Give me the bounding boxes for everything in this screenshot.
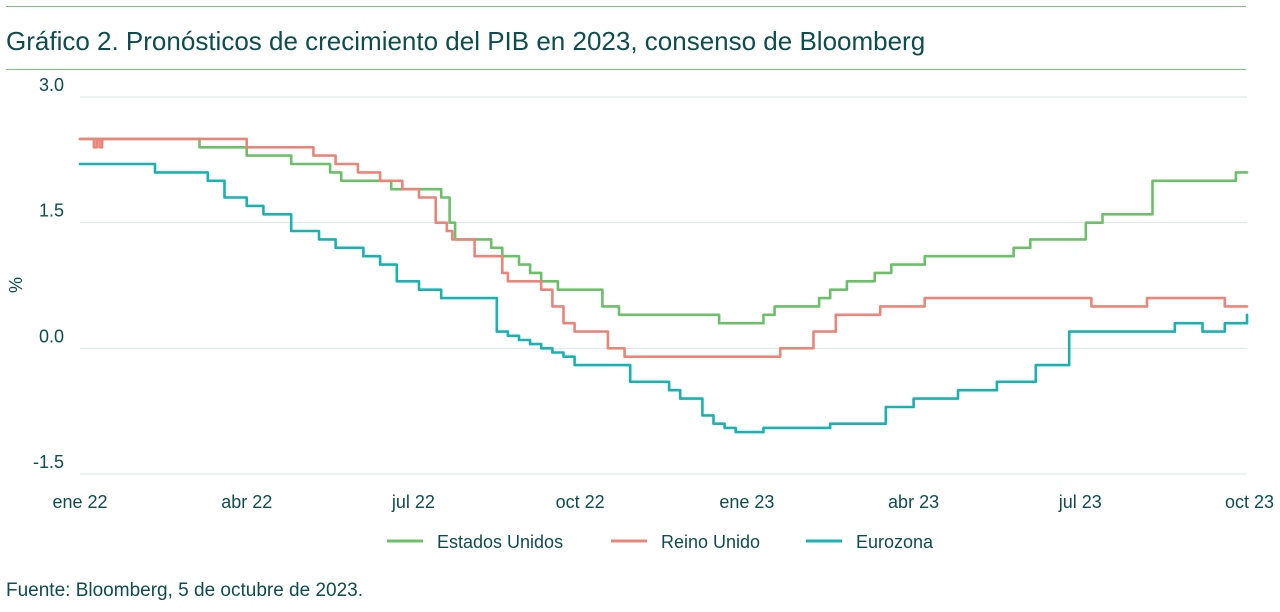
line-chart: 3.01.50.0-1.5 ene 22 abr 22 jul 22 oct 22 en…	[6, 75, 1274, 552]
series-line-reino-unido	[78, 137, 1249, 358]
x-tick-label: jul 23	[1058, 492, 1102, 512]
title-underline	[6, 69, 1246, 70]
x-tick-label: abr 22	[221, 492, 272, 512]
y-axis-label: %	[6, 277, 26, 293]
series-lines	[78, 137, 1249, 434]
grid-lines	[80, 96, 1247, 475]
legend-label-eurozona: Eurozona	[856, 532, 934, 552]
legend-label-reino-unido: Reino Unido	[661, 532, 760, 552]
y-tick-label: -1.5	[33, 452, 64, 472]
x-axis: ene 22 abr 22 jul 22 oct 22 ene 23 abr 23 jul …	[52, 492, 1274, 512]
source-note: Fuente: Bloomberg, 5 de octubre de 2023.	[6, 580, 364, 601]
y-axis: 3.0 1.5 0.0 -1.5	[33, 75, 64, 472]
legend: Estados Unidos Reino Unido Eurozona	[387, 532, 934, 552]
y-tick-label: 0.0	[39, 326, 64, 346]
series-line-estados-unidos	[78, 137, 1249, 325]
chart-title: Gráfico 2. Pronósticos de crecimiento de…	[6, 26, 926, 56]
y-tick-label: 1.5	[39, 201, 64, 221]
x-tick-label: ene 23	[719, 492, 774, 512]
top-rule	[6, 6, 1246, 7]
series-line-eurozona	[78, 162, 1249, 434]
x-tick-label: jul 22	[391, 492, 435, 512]
y-tick-label: 3.0	[39, 75, 64, 95]
x-tick-label: oct 22	[556, 492, 605, 512]
legend-label-estados-unidos: Estados Unidos	[437, 532, 563, 552]
x-tick-label: oct 23	[1225, 492, 1274, 512]
x-tick-label: abr 23	[888, 492, 939, 512]
x-tick-label: ene 22	[52, 492, 107, 512]
